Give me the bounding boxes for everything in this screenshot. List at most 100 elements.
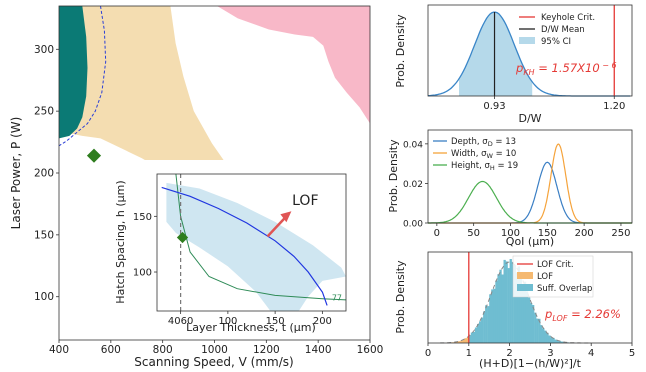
lof-histogram-bar xyxy=(499,269,502,343)
keyhole-boundary-curve xyxy=(59,6,107,147)
inset-ticks: 4060 100 150 200 100 150 xyxy=(133,212,332,327)
lof-histogram-bar xyxy=(464,338,467,343)
lof-histogram-bar xyxy=(521,285,525,343)
x-tick-label: 150 xyxy=(538,228,557,239)
legend-lof-crit-label: LOF Crit. xyxy=(537,260,574,270)
x-tick-label: 250 xyxy=(611,228,630,239)
lof-histogram-bar xyxy=(534,312,537,343)
lof-histogram-bar xyxy=(554,339,557,343)
x-tick-label: 100 xyxy=(218,316,237,327)
lof-histogram-bar xyxy=(462,339,465,343)
x-tick-label: 0.93 xyxy=(483,101,505,112)
lof-histogram-bar xyxy=(481,317,484,343)
x-tick-label: 1.20 xyxy=(603,101,625,112)
lof-histogram-bar xyxy=(491,289,494,343)
lof-histogram-bar xyxy=(519,275,523,343)
lof-density-chart: 0 1 2 3 4 5 (H+D)[1−(h/W)²]/t Prob. Density L… xyxy=(394,251,635,370)
y-tick-label: 150 xyxy=(133,212,152,223)
inset-boundary-curve xyxy=(161,186,328,306)
lof-histogram-bar xyxy=(483,311,486,343)
x-tick-label: 5 xyxy=(629,348,635,359)
legend-ci-label: 95% CI xyxy=(541,37,571,47)
lof-histogram-bar xyxy=(503,259,506,343)
process-map-ticks: 400 600 800 1000 1200 1400 1600 100 150 200 250 300 xyxy=(34,44,383,356)
y-tick-label: 150 xyxy=(34,229,54,241)
lof-histogram-bar xyxy=(556,340,559,343)
lof-histogram-bar xyxy=(468,335,472,343)
lof-density-plot xyxy=(440,252,591,344)
y-tick-label: 100 xyxy=(133,268,152,279)
x-tick-label: 0 xyxy=(425,348,431,359)
lof-histogram-bar xyxy=(489,294,492,343)
lof-density-x-axis-label: (H+D)[1−(h/W)²]/t xyxy=(479,357,582,370)
lof-histogram-bar xyxy=(501,274,504,343)
legend-keyhole-crit-label: Keyhole Crit. xyxy=(541,13,595,23)
y-tick-label: 250 xyxy=(34,106,54,118)
x-tick-label: 200 xyxy=(313,316,332,327)
qoi-density-chart: 0 50 100 150 200 250 0.00 0.02 0.04 QoI (μm) Pro… xyxy=(387,129,633,248)
x-tick-label: 4 xyxy=(588,348,594,359)
inset-uncertainty-band xyxy=(166,182,346,311)
lof-histogram-bar xyxy=(536,318,539,343)
dw-density-legend: Keyhole Crit. D/W Mean 95% CI xyxy=(519,13,595,47)
legend-suff-overlap-swatch xyxy=(517,284,533,291)
lof-histogram-bar xyxy=(525,291,529,343)
legend-dw-mean-label: D/W Mean xyxy=(541,25,585,35)
lof-histogram-bar xyxy=(460,340,463,343)
y-tick-label: 200 xyxy=(34,168,54,180)
qoi-series-line xyxy=(428,180,632,224)
qoi-legend-label: Width, σW = 10 xyxy=(451,149,516,160)
lof-histogram-bar xyxy=(538,318,541,343)
lof-histogram-bar xyxy=(466,337,470,343)
x-tick-label: 400 xyxy=(49,344,69,356)
y-tick-label: 0.02 xyxy=(403,180,423,190)
inset-y-axis-label: Hatch Spacing, h (μm) xyxy=(114,180,127,303)
qoi-density-y-axis-label: Prob. Density xyxy=(387,139,400,213)
lof-histogram-bar xyxy=(497,274,500,343)
lof-histogram-bar xyxy=(477,324,480,343)
lof-histogram-bar xyxy=(493,288,496,343)
lof-histogram-bar xyxy=(562,342,565,343)
process-map-x-axis-label: Scanning Speed, V (mm/s) xyxy=(134,355,293,369)
lof-histogram-bar xyxy=(528,297,531,343)
inset-contour-curve xyxy=(175,174,346,301)
lof-density-fit-curve xyxy=(440,261,591,344)
inset-contour-label: 77 xyxy=(332,294,342,303)
lack-of-fusion-region xyxy=(217,6,370,124)
qoi-legend-label: Depth, σD = 13 xyxy=(451,137,516,148)
lof-histogram-bar xyxy=(456,341,459,343)
process-point-marker xyxy=(86,148,102,163)
lof-histogram-bar xyxy=(548,335,551,343)
lof-histogram-bar xyxy=(550,337,553,343)
y-tick-label: 100 xyxy=(34,291,54,303)
legend-suff-overlap-label: Suff. Overlap xyxy=(537,284,592,294)
x-tick-label: 1600 xyxy=(357,344,384,356)
x-tick-label: 3 xyxy=(547,348,553,359)
lof-histogram-bar xyxy=(515,272,518,343)
dw-density-chart: 0.93 1.20 D/W Prob. Density Keyhole Crit.… xyxy=(394,4,633,125)
x-tick-label: 2 xyxy=(506,348,512,359)
x-tick-label: 50 xyxy=(467,228,480,239)
qoi-density-frame xyxy=(427,129,633,224)
lof-histogram-bar xyxy=(532,305,535,343)
lof-histogram-bar xyxy=(560,341,563,343)
lof-histogram-bar xyxy=(544,330,547,343)
qoi-density-ticks: 0 50 100 150 200 250 0.00 0.02 0.04 xyxy=(403,140,631,239)
lof-histogram-bar xyxy=(509,259,512,343)
inset-point-marker xyxy=(176,231,189,244)
inset-lof-annotation: LOF xyxy=(292,193,318,209)
lof-histogram-bar xyxy=(511,261,514,343)
lof-histogram-bar xyxy=(523,281,527,343)
qoi-legend-label: Height, σH = 19 xyxy=(451,161,518,172)
y-tick-label: 0.04 xyxy=(403,140,423,150)
inset-frame xyxy=(156,173,347,312)
lof-histogram-bar xyxy=(505,261,508,343)
lof-histogram-bar xyxy=(472,331,476,343)
lof-histogram-bar xyxy=(458,341,461,343)
x-tick-label: 200 xyxy=(575,228,594,239)
y-tick-label: 300 xyxy=(34,44,54,56)
x-tick-label: 1200 xyxy=(253,344,280,356)
legend-ci-swatch xyxy=(519,37,535,44)
x-tick-label: 0 xyxy=(434,228,440,239)
lof-histogram-bar xyxy=(479,321,482,343)
